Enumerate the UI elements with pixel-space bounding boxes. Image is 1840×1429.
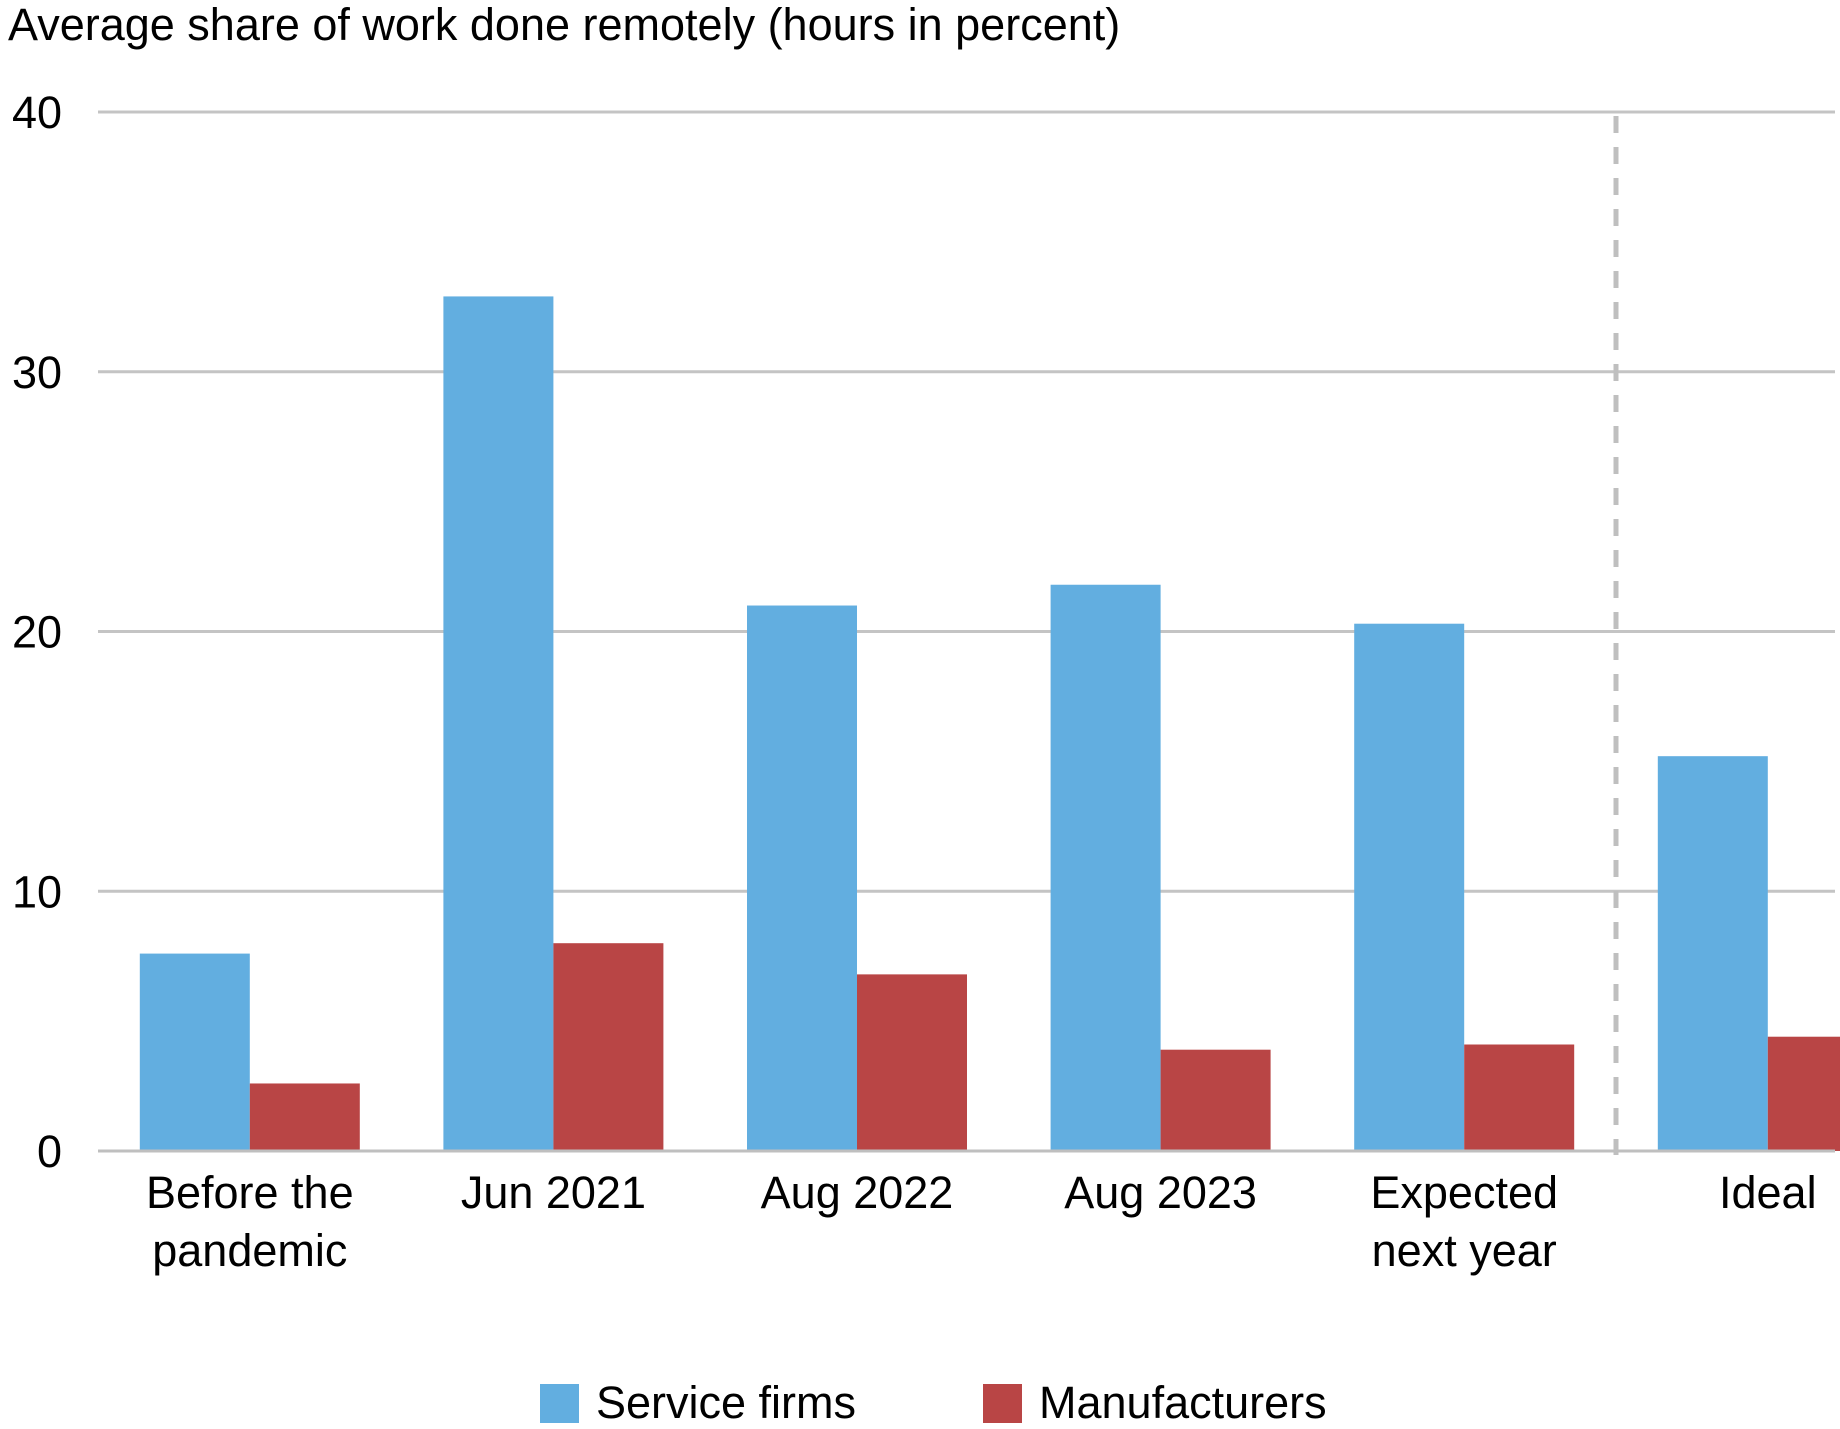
legend: Service firms Manufacturers bbox=[540, 1377, 1327, 1428]
x-category-label: Expected next year bbox=[1370, 1167, 1558, 1276]
bar-manufacturers bbox=[249, 1083, 360, 1151]
legend-swatch bbox=[540, 1384, 579, 1423]
y-tick-label: 10 bbox=[12, 866, 62, 917]
bar-manufacturers bbox=[857, 974, 967, 1151]
x-category-label: Ideal bbox=[1719, 1167, 1817, 1218]
y-tick-label: 20 bbox=[12, 607, 62, 658]
bars bbox=[139, 296, 1840, 1151]
x-category-label: Aug 2023 bbox=[1064, 1167, 1257, 1218]
x-categories: Before the pandemic Jun 2021 Aug 2022 Aug 20… bbox=[146, 1167, 1817, 1276]
bar-service-firms bbox=[1050, 584, 1161, 1151]
y-tick-label: 40 bbox=[12, 87, 62, 138]
legend-label: Manufacturers bbox=[1039, 1377, 1327, 1428]
y-axis-label: Average share of work done remotely (hou… bbox=[8, 0, 1120, 50]
bar-service-firms bbox=[1354, 623, 1465, 1151]
bar-manufacturers bbox=[1160, 1049, 1271, 1151]
bar-service-firms bbox=[1657, 756, 1768, 1151]
bar-manufacturers bbox=[553, 943, 664, 1151]
legend-swatch bbox=[983, 1384, 1022, 1423]
y-ticks: 0 10 20 30 40 bbox=[12, 87, 62, 1177]
bar-manufacturers bbox=[1767, 1036, 1840, 1151]
bar-service-firms bbox=[747, 605, 857, 1151]
y-tick-label: 30 bbox=[12, 347, 62, 398]
bar-service-firms bbox=[443, 296, 554, 1151]
x-category-label: Jun 2021 bbox=[461, 1167, 646, 1218]
y-tick-label: 0 bbox=[37, 1126, 62, 1177]
x-category-label: Aug 2022 bbox=[761, 1167, 954, 1218]
gridlines bbox=[98, 110, 1835, 893]
bar-manufacturers bbox=[1464, 1044, 1575, 1151]
x-category-label: Before the pandemic bbox=[146, 1167, 354, 1276]
legend-label: Service firms bbox=[596, 1377, 856, 1428]
bar-service-firms bbox=[139, 953, 250, 1151]
